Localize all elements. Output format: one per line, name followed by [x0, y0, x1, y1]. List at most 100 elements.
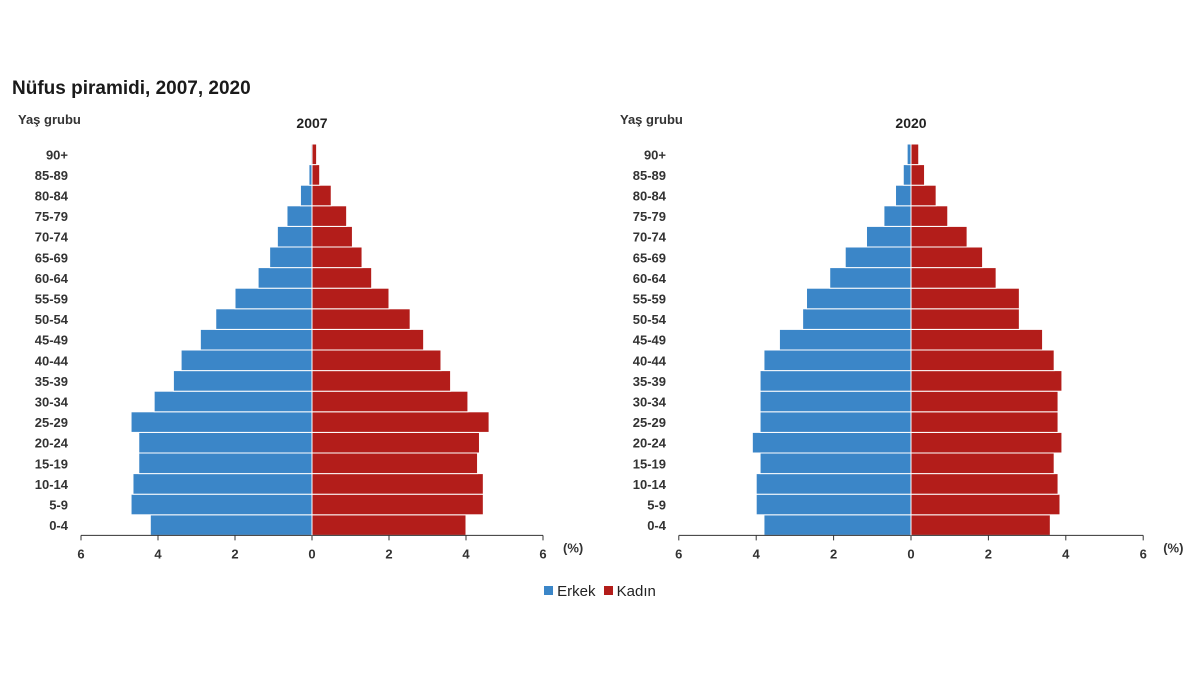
- bar-female-2020-70-74: [910, 225, 968, 248]
- bar-female-2007-35-39: [311, 370, 452, 392]
- age-label-2020-70-74: 70-74: [633, 230, 667, 245]
- bar-female-2007-85-89: [311, 164, 321, 186]
- legend-item-female: Kadın: [603, 583, 656, 600]
- bar-female-2007-20-24: [311, 431, 480, 454]
- age-label-2007-35-39: 35-39: [35, 374, 68, 389]
- age-label-2007-85-89: 85-89: [35, 168, 68, 183]
- bar-female-2007-40-44: [311, 349, 442, 372]
- bar-female-2020-65-69: [910, 246, 984, 269]
- bar-female-2020-80-84: [910, 184, 937, 207]
- bar-male-2007-40-44: [180, 349, 313, 372]
- age-label-2020-65-69: 65-69: [633, 250, 666, 265]
- age-label-2007-40-44: 40-44: [35, 353, 69, 368]
- bar-male-2007-75-79: [286, 205, 313, 227]
- age-label-2020-80-84: 80-84: [633, 189, 667, 204]
- bar-male-2020-25-29: [759, 411, 912, 433]
- bar-male-2007-35-39: [172, 370, 313, 392]
- bar-male-2020-50-54: [802, 308, 912, 330]
- bar-female-2007-5-9: [311, 493, 484, 516]
- x-tick-label-2007-4: 2: [385, 546, 392, 561]
- bar-female-2020-75-79: [910, 205, 949, 227]
- bar-male-2020-20-24: [751, 431, 912, 454]
- bar-male-2020-55-59: [806, 287, 912, 310]
- bar-male-2007-30-34: [153, 390, 313, 413]
- age-label-2020-5-9: 5-9: [647, 498, 666, 513]
- bar-male-2007-50-54: [215, 308, 313, 330]
- age-label-2007-25-29: 25-29: [35, 415, 68, 430]
- age-label-2020-20-24: 20-24: [633, 436, 667, 451]
- bar-female-2020-0-4: [910, 514, 1051, 536]
- bar-female-2007-25-29: [311, 411, 490, 433]
- age-label-2020-30-34: 30-34: [633, 395, 667, 410]
- x-unit-label-2007: (%): [563, 540, 583, 555]
- bar-female-2020-50-54: [910, 308, 1020, 330]
- bar-male-2020-15-19: [759, 452, 912, 475]
- age-label-2020-40-44: 40-44: [633, 353, 667, 368]
- bar-female-2007-55-59: [311, 287, 390, 310]
- bar-male-2020-85-89: [902, 164, 912, 186]
- x-tick-label-2007-5: 4: [462, 546, 470, 561]
- ylabel-2020: Yaş grubu: [620, 112, 683, 127]
- x-unit-label-2020: (%): [1163, 540, 1183, 555]
- age-label-2020-55-59: 55-59: [633, 292, 666, 307]
- bar-male-2007-70-74: [276, 225, 313, 248]
- bar-female-2020-40-44: [910, 349, 1055, 372]
- age-label-2020-35-39: 35-39: [633, 374, 666, 389]
- age-label-2007-30-34: 30-34: [35, 395, 69, 410]
- bar-female-2020-20-24: [910, 431, 1063, 454]
- bar-male-2020-35-39: [759, 370, 912, 392]
- bar-male-2007-25-29: [130, 411, 313, 433]
- bar-male-2020-0-4: [763, 514, 912, 536]
- bar-female-2020-25-29: [910, 411, 1059, 433]
- bar-male-2007-10-14: [132, 473, 313, 495]
- legend-swatch-female: [603, 586, 613, 595]
- legend-label-female: Kadın: [616, 583, 656, 600]
- bar-male-2020-5-9: [755, 493, 912, 516]
- bar-male-2020-80-84: [895, 184, 912, 207]
- x-tick-label-2007-0: 6: [77, 546, 84, 561]
- bar-female-2020-35-39: [910, 370, 1063, 392]
- legend-label-male: Erkek: [557, 583, 596, 600]
- age-label-2007-20-24: 20-24: [35, 436, 69, 451]
- age-label-2020-60-64: 60-64: [633, 271, 667, 286]
- age-label-2020-25-29: 25-29: [633, 415, 666, 430]
- age-label-2007-75-79: 75-79: [35, 209, 68, 224]
- age-label-2020-10-14: 10-14: [633, 477, 667, 492]
- bar-female-2007-75-79: [311, 205, 348, 227]
- x-tick-label-2020-4: 2: [985, 546, 992, 561]
- bar-male-2020-90+: [906, 143, 912, 166]
- bar-female-2007-60-64: [311, 267, 373, 289]
- bar-male-2020-60-64: [829, 267, 912, 289]
- x-tick-label-2020-0: 6: [675, 546, 682, 561]
- bar-male-2007-60-64: [257, 267, 313, 289]
- x-tick-label-2020-1: 4: [753, 546, 761, 561]
- bar-female-2007-90+: [311, 143, 318, 166]
- panel-title-2007: 2007: [296, 115, 327, 131]
- bar-female-2007-50-54: [311, 308, 411, 330]
- x-tick-label-2007-6: 6: [539, 546, 546, 561]
- age-label-2007-45-49: 45-49: [35, 333, 68, 348]
- bar-female-2007-45-49: [311, 328, 425, 351]
- panel-title-2020: 2020: [895, 115, 926, 131]
- age-label-2020-90+: 90+: [644, 147, 666, 162]
- bar-female-2020-85-89: [910, 164, 926, 186]
- x-tick-label-2007-1: 4: [154, 546, 162, 561]
- bar-male-2007-0-4: [149, 514, 313, 536]
- bar-male-2020-10-14: [755, 473, 912, 495]
- bar-female-2020-5-9: [910, 493, 1061, 516]
- age-label-2007-5-9: 5-9: [49, 498, 68, 513]
- bar-male-2007-5-9: [130, 493, 313, 516]
- age-label-2007-65-69: 65-69: [35, 250, 68, 265]
- age-label-2020-50-54: 50-54: [633, 312, 667, 327]
- legend-swatch-male: [544, 586, 554, 595]
- age-label-2007-10-14: 10-14: [35, 477, 69, 492]
- bar-female-2007-70-74: [311, 225, 353, 248]
- bar-male-2020-45-49: [778, 328, 912, 351]
- x-tick-label-2020-2: 2: [830, 546, 837, 561]
- age-label-2007-15-19: 15-19: [35, 456, 68, 471]
- age-label-2020-45-49: 45-49: [633, 333, 666, 348]
- legend-item-male: Erkek: [544, 583, 595, 600]
- age-label-2007-0-4: 0-4: [49, 518, 69, 533]
- bar-male-2007-20-24: [138, 431, 313, 454]
